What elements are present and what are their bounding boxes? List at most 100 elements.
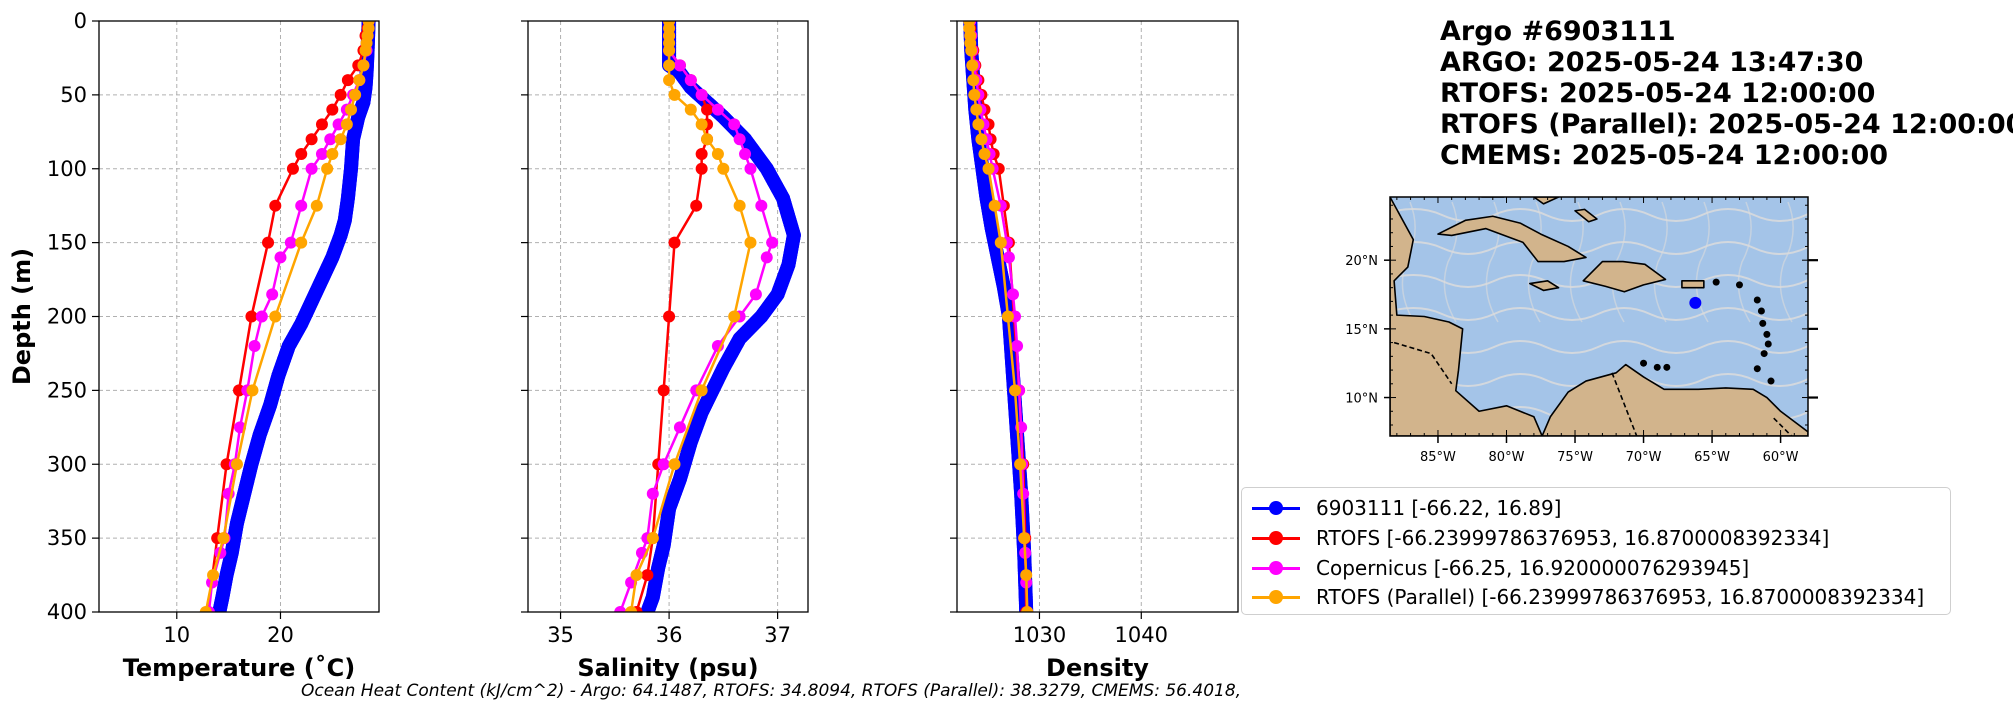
data-point [749, 288, 762, 301]
data-point [966, 59, 979, 72]
map-lon-label: 60°W [1763, 450, 1799, 465]
data-point [326, 147, 339, 160]
map-island [1764, 340, 1772, 348]
data-point [262, 236, 275, 249]
map-island [1767, 377, 1775, 385]
data-point [357, 59, 370, 72]
data-point [340, 118, 353, 131]
y-tick-label: 0 [74, 9, 87, 33]
map-land-puerto-rico [1681, 279, 1705, 289]
data-point [284, 236, 297, 249]
map-land-bahamas [1574, 208, 1598, 223]
map-streamline [1779, 201, 1794, 323]
y-tick-label: 200 [47, 305, 87, 329]
legend-swatch-rtofs-parallel [1250, 587, 1302, 607]
map-island [1753, 365, 1761, 373]
data-point [695, 88, 708, 101]
map-land-florida [1481, 197, 1505, 198]
data-point [968, 88, 981, 101]
data-point [701, 133, 714, 146]
data-point [965, 44, 978, 57]
data-point [668, 458, 681, 471]
x-tick-label: 37 [764, 623, 791, 647]
data-point [220, 458, 233, 471]
panel-3 [950, 20, 1239, 619]
data-point [1014, 458, 1027, 471]
data-point [673, 59, 686, 72]
data-point [728, 118, 741, 131]
data-point [673, 421, 686, 434]
map-land-bahamas [1533, 197, 1560, 205]
data-point [1006, 288, 1019, 301]
data-point [657, 458, 670, 471]
map-lat-label: 10°N [1345, 392, 1378, 407]
map-lat-label: 15°N [1345, 323, 1378, 338]
data-point [1020, 569, 1033, 582]
data-point [641, 569, 654, 582]
map-border [1611, 372, 1638, 436]
y-tick-label: 250 [47, 378, 87, 402]
data-point [625, 606, 638, 612]
data-point [255, 310, 268, 323]
map-lon-label: 65°W [1694, 450, 1730, 465]
data-point [690, 199, 703, 212]
map-island [1653, 363, 1661, 371]
data-point [286, 162, 299, 175]
data-point [739, 147, 752, 160]
data-point [717, 162, 730, 175]
data-point [755, 199, 768, 212]
legend-swatch-rtofs [1250, 528, 1302, 548]
data-point [269, 199, 282, 212]
legend-swatch-argo [1250, 498, 1302, 518]
data-point [345, 103, 357, 116]
data-point [766, 236, 779, 249]
data-point [212, 605, 227, 612]
y-tick-label: 300 [47, 452, 87, 476]
data-point [321, 162, 334, 175]
legend-swatch-copernicus [1250, 558, 1302, 578]
data-point [640, 605, 655, 612]
map-island [1757, 307, 1765, 315]
data-point [967, 74, 980, 87]
data-point [663, 44, 676, 57]
data-point [668, 236, 681, 249]
data-point [695, 384, 708, 397]
data-point [711, 103, 724, 116]
data-point [744, 162, 757, 175]
data-point [1018, 532, 1031, 545]
data-point [305, 133, 318, 146]
map-lon-label: 80°W [1489, 450, 1525, 465]
data-point [295, 147, 308, 160]
title-block: Argo #6903111 ARGO: 2025-05-24 13:47:30 … [1440, 16, 2013, 171]
data-point [646, 532, 659, 545]
data-point [326, 103, 339, 116]
map-island [1735, 281, 1743, 289]
map-inset [1384, 196, 1818, 443]
data-point [1002, 251, 1015, 264]
data-point [305, 162, 318, 175]
map-streamline [1390, 307, 1808, 321]
map-island [1763, 330, 1771, 338]
data-point [972, 118, 985, 131]
x-tick-label: 20 [267, 623, 294, 647]
map-island [1753, 296, 1761, 304]
data-point [668, 88, 681, 101]
map-land-hispaniola [1582, 260, 1667, 293]
data-point [760, 251, 773, 264]
x-tick-label: 35 [547, 623, 574, 647]
data-point [230, 458, 243, 471]
map-lon-label: 85°W [1420, 450, 1456, 465]
data-point [695, 162, 708, 175]
data-point [207, 569, 220, 582]
map-island [1663, 363, 1671, 371]
data-point [248, 340, 261, 353]
data-point [684, 103, 697, 116]
data-point [295, 199, 308, 212]
x-tick-label: 10 [163, 623, 190, 647]
data-point [982, 162, 995, 175]
data-point [341, 74, 354, 87]
data-point [332, 118, 345, 131]
title-line-cmems-time: CMEMS: 2025-05-24 12:00:00 [1440, 140, 1889, 171]
data-point [295, 236, 308, 249]
